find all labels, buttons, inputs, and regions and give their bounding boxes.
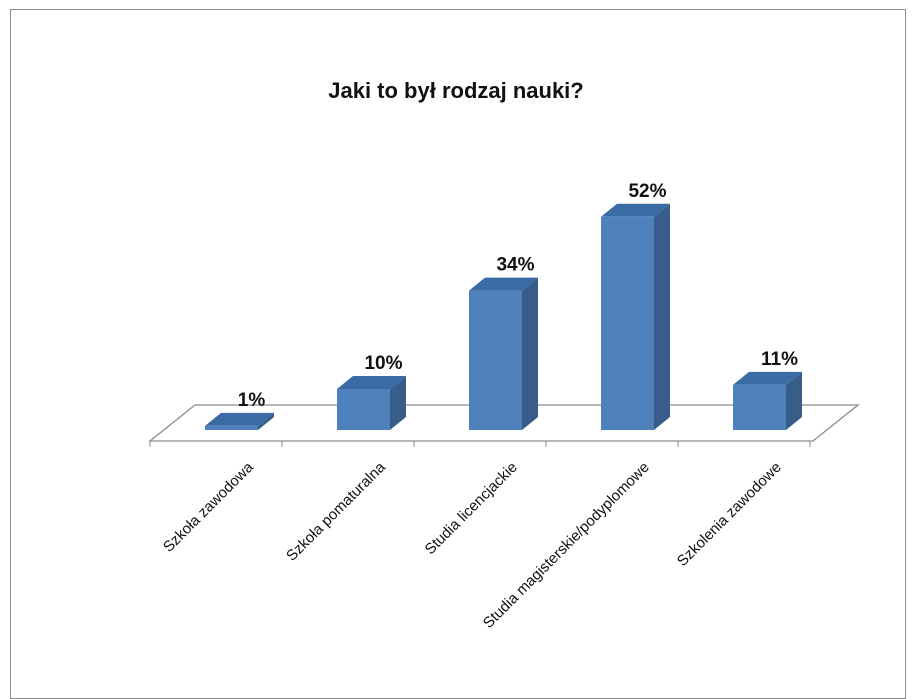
chart-title: Jaki to był rodzaj nauki? bbox=[328, 78, 584, 103]
bar bbox=[733, 371, 802, 430]
bar bbox=[469, 277, 538, 430]
category-tick-label: Szkoła zawodowa bbox=[160, 458, 257, 555]
bar-front bbox=[337, 389, 390, 430]
bar-top bbox=[469, 277, 538, 291]
bars-group bbox=[205, 203, 802, 430]
bar bbox=[601, 203, 670, 430]
category-tick-label: Studia licencjackie bbox=[422, 459, 521, 558]
chart-frame bbox=[10, 9, 906, 699]
data-label: 11% bbox=[761, 349, 798, 370]
bar bbox=[205, 412, 274, 430]
category-tick-label: Szkolenia zawodowe bbox=[674, 459, 785, 570]
bar-side bbox=[258, 412, 274, 430]
data-labels-group: 1% 10% 34% 52% 11% bbox=[238, 181, 798, 411]
bar bbox=[337, 376, 406, 430]
bar-top bbox=[337, 376, 406, 389]
data-label: 10% bbox=[364, 353, 402, 374]
category-tick-label: Szkoła pomaturalna bbox=[283, 458, 389, 564]
bar-front bbox=[205, 425, 258, 430]
bar-front bbox=[733, 384, 786, 430]
bar-top bbox=[733, 371, 802, 385]
bar-side bbox=[390, 376, 406, 430]
data-label: 52% bbox=[628, 181, 666, 202]
data-label: 1% bbox=[238, 390, 266, 411]
bar-side bbox=[786, 371, 802, 430]
bar-front bbox=[469, 290, 522, 430]
bar-front bbox=[601, 216, 654, 430]
bar-side bbox=[654, 203, 670, 430]
bar-side bbox=[522, 277, 538, 430]
bar-top bbox=[601, 203, 670, 217]
tick-labels-group: Szkoła zawodowa Szkoła pomaturalna Studia … bbox=[160, 458, 785, 631]
data-label: 34% bbox=[496, 255, 534, 276]
bar-top bbox=[205, 412, 274, 426]
